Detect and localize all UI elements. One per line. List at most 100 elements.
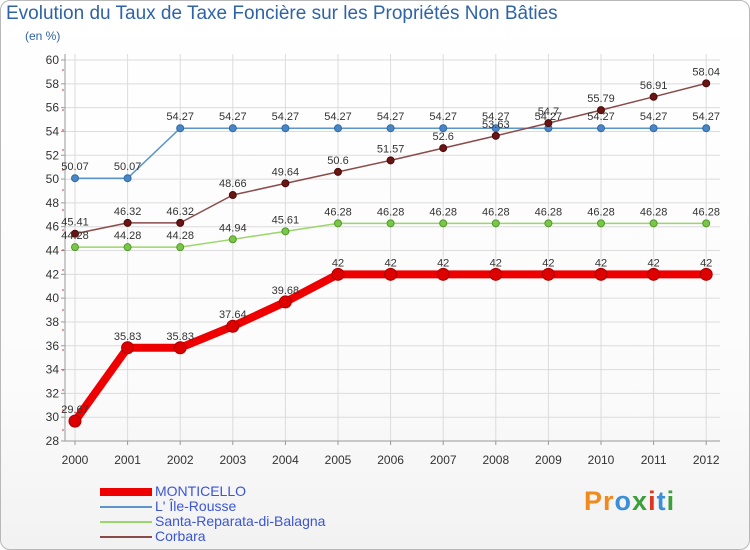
- data-label-corbara: 45.41: [61, 217, 89, 229]
- data-point-monticello: [699, 267, 713, 281]
- y-tick-label: 54: [46, 124, 60, 138]
- data-point-l-le-rousse: [597, 124, 605, 133]
- data-point-monticello: [331, 267, 345, 281]
- data-point-corbara: [71, 229, 79, 238]
- logo-part-6: i: [666, 486, 676, 516]
- data-point-l-le-rousse: [281, 124, 290, 133]
- data-label-corbara: 49.64: [272, 166, 300, 178]
- x-tick-label: 2008: [482, 453, 509, 467]
- data-point-monticello: [68, 414, 82, 428]
- data-labels: 50.07 50.07 54.27 54.27 54.27 54.27 54.27 54.27…: [61, 66, 720, 416]
- y-tick-label: 48: [46, 196, 60, 210]
- legend-swatch: [100, 536, 152, 538]
- data-point-l-le-rousse: [491, 124, 500, 133]
- x-tick-label: 2006: [377, 453, 404, 467]
- data-label-santa-reparata-di-balagna: 46.28: [535, 206, 563, 218]
- data-label-corbara: 54.7: [538, 106, 559, 118]
- data-label-l-le-rousse: 54.27: [377, 111, 405, 123]
- data-point-santa-reparata-di-balagna: [334, 219, 342, 228]
- y-tick-label: 40: [46, 291, 60, 305]
- data-point-santa-reparata-di-balagna: [491, 219, 500, 228]
- x-tick-label: 2007: [430, 453, 457, 467]
- data-label-corbara: 46.32: [114, 206, 142, 218]
- unit-label: (en %): [25, 29, 61, 43]
- data-point-corbara: [491, 131, 500, 140]
- data-point-monticello: [173, 341, 187, 355]
- x-tick-label: 2002: [167, 453, 194, 467]
- data-label-monticello: 42: [384, 257, 396, 269]
- data-label-santa-reparata-di-balagna: 46.28: [482, 206, 510, 218]
- data-point-monticello: [384, 267, 398, 281]
- logo-part-2: o: [614, 486, 633, 516]
- data-label-monticello: 42: [437, 257, 449, 269]
- x-tick-label: 2012: [693, 453, 720, 467]
- data-label-l-le-rousse: 54.27: [166, 111, 194, 123]
- data-point-corbara: [702, 79, 711, 88]
- data-label-santa-reparata-di-balagna: 44.28: [114, 230, 142, 242]
- grid: [65, 54, 720, 442]
- series-layer: [68, 79, 713, 428]
- data-label-santa-reparata-di-balagna: 44.94: [219, 222, 247, 234]
- y-tick-label: 52: [46, 148, 60, 162]
- data-label-santa-reparata-di-balagna: 46.28: [692, 206, 720, 218]
- data-point-corbara: [281, 179, 290, 188]
- data-point-l-le-rousse: [649, 124, 658, 133]
- data-point-monticello: [121, 341, 135, 355]
- chart-title: Evolution du Taux de Taxe Foncière sur l…: [6, 3, 558, 24]
- data-point-l-le-rousse: [334, 124, 342, 133]
- data-label-santa-reparata-di-balagna: 46.28: [640, 206, 668, 218]
- data-point-corbara: [176, 218, 185, 227]
- data-label-l-le-rousse: 54.27: [587, 111, 615, 123]
- data-label-monticello: 42: [700, 257, 712, 269]
- data-label-corbara: 58.04: [692, 66, 720, 78]
- data-point-santa-reparata-di-balagna: [281, 227, 290, 236]
- data-point-corbara: [544, 119, 553, 128]
- legend-label: Corbara: [155, 528, 206, 544]
- data-point-santa-reparata-di-balagna: [123, 243, 132, 252]
- data-point-monticello: [489, 267, 503, 281]
- data-point-santa-reparata-di-balagna: [386, 219, 395, 228]
- y-tick-label: 34: [46, 363, 60, 377]
- data-point-santa-reparata-di-balagna: [649, 219, 658, 228]
- data-label-corbara: 46.32: [166, 206, 194, 218]
- data-label-l-le-rousse: 54.27: [482, 111, 510, 123]
- data-point-corbara: [334, 167, 342, 176]
- data-label-monticello: 39.68: [272, 285, 300, 297]
- data-point-monticello: [541, 267, 555, 281]
- data-point-l-le-rousse: [702, 124, 711, 133]
- legend-swatch: [100, 488, 152, 496]
- data-label-monticello: 37.64: [219, 309, 247, 321]
- data-point-monticello: [594, 267, 608, 281]
- y-tick-label: 36: [46, 339, 60, 353]
- data-label-monticello: 42: [332, 257, 344, 269]
- logo-part-1: Pr: [584, 486, 615, 516]
- data-point-santa-reparata-di-balagna: [71, 243, 79, 252]
- data-label-santa-reparata-di-balagna: 46.28: [324, 206, 352, 218]
- data-label-corbara: 50.6: [327, 155, 348, 167]
- data-label-santa-reparata-di-balagna: 46.28: [429, 206, 457, 218]
- data-label-l-le-rousse: 54.27: [324, 111, 352, 123]
- data-point-corbara: [386, 156, 395, 165]
- proxiti-logo: Proxiti: [584, 486, 675, 517]
- logo-part-5: t: [656, 486, 667, 516]
- data-point-monticello: [647, 267, 661, 281]
- y-tick-label: 44: [46, 244, 60, 258]
- data-label-monticello: 29.67: [61, 404, 89, 416]
- x-tick-label: 2009: [535, 453, 562, 467]
- data-label-l-le-rousse: 54.27: [219, 111, 247, 123]
- legend-label: L' Île-Rousse: [155, 498, 237, 514]
- logo-part-4: i: [648, 486, 657, 516]
- data-point-monticello: [278, 295, 292, 309]
- data-label-santa-reparata-di-balagna: 44.28: [61, 230, 89, 242]
- data-label-l-le-rousse: 50.07: [61, 161, 89, 173]
- data-label-l-le-rousse: 54.27: [692, 111, 720, 123]
- legend-swatch: [100, 506, 152, 508]
- y-tick-label: 28: [46, 434, 60, 448]
- data-label-monticello: 42: [490, 257, 502, 269]
- data-label-monticello: 35.83: [166, 331, 194, 343]
- data-point-santa-reparata-di-balagna: [597, 219, 605, 228]
- data-point-corbara: [597, 106, 605, 115]
- data-label-corbara: 56.91: [640, 80, 668, 92]
- x-tick-label: 2000: [62, 453, 89, 467]
- data-label-monticello: 42: [595, 257, 607, 269]
